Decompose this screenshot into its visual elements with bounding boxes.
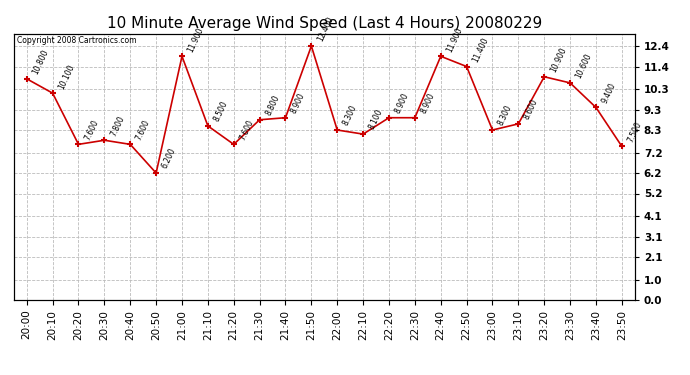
Text: 8.900: 8.900 <box>393 92 411 115</box>
Text: 9.400: 9.400 <box>600 81 618 105</box>
Text: 7.800: 7.800 <box>108 114 126 138</box>
Text: 11.400: 11.400 <box>471 36 490 64</box>
Text: 7.500: 7.500 <box>626 120 644 144</box>
Text: Copyright 2008 Cartronics.com: Copyright 2008 Cartronics.com <box>17 36 137 45</box>
Text: 11.900: 11.900 <box>445 26 464 54</box>
Text: 6.200: 6.200 <box>160 147 177 170</box>
Text: 7.600: 7.600 <box>135 118 152 142</box>
Text: 7.600: 7.600 <box>238 118 255 142</box>
Text: 10.800: 10.800 <box>31 48 50 76</box>
Text: 8.800: 8.800 <box>264 94 281 117</box>
Text: 10.900: 10.900 <box>549 46 568 74</box>
Text: 8.900: 8.900 <box>419 92 436 115</box>
Title: 10 Minute Average Wind Speed (Last 4 Hours) 20080229: 10 Minute Average Wind Speed (Last 4 Hou… <box>107 16 542 31</box>
Text: 12.400: 12.400 <box>315 15 335 43</box>
Text: 8.100: 8.100 <box>367 108 384 131</box>
Text: 7.600: 7.600 <box>83 118 100 142</box>
Text: 8.500: 8.500 <box>212 100 229 123</box>
Text: 8.600: 8.600 <box>522 98 540 121</box>
Text: 8.300: 8.300 <box>497 104 514 127</box>
Text: 10.600: 10.600 <box>574 52 593 80</box>
Text: 11.900: 11.900 <box>186 26 206 54</box>
Text: 10.100: 10.100 <box>57 63 76 90</box>
Text: 8.900: 8.900 <box>290 92 307 115</box>
Text: 8.300: 8.300 <box>342 104 359 127</box>
